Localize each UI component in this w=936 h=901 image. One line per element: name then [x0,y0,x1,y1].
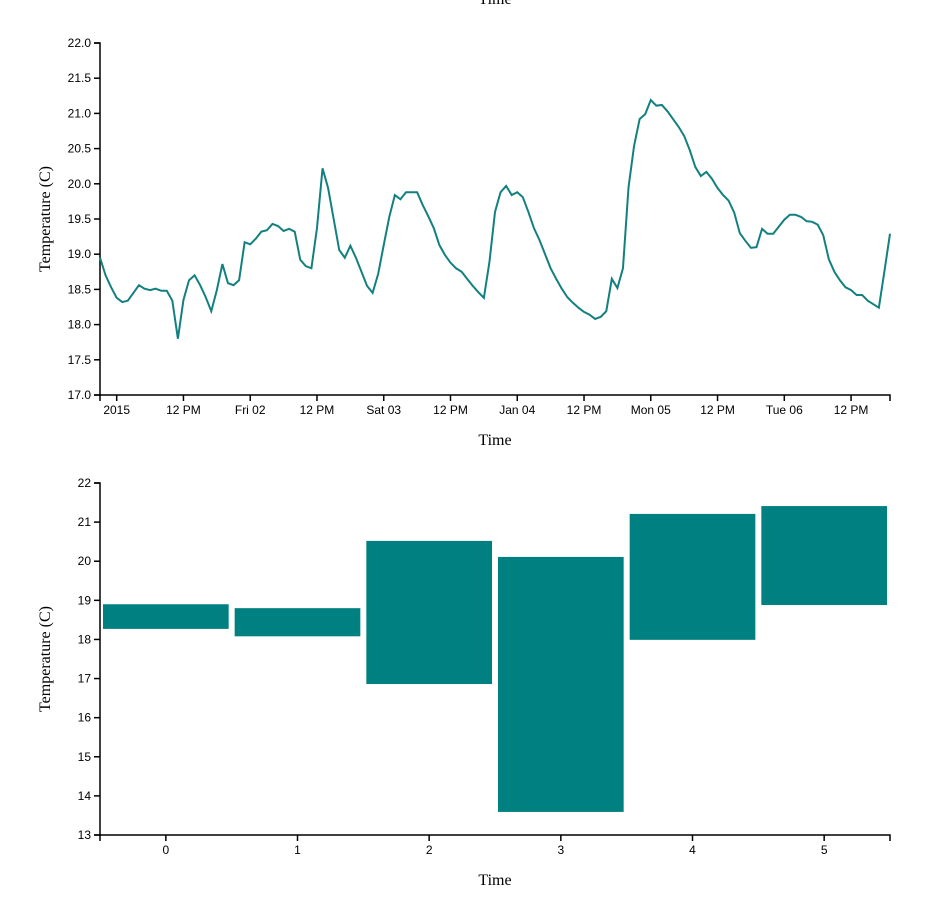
y-tick-label: 14 [78,789,92,803]
range-bar [234,608,361,637]
x-tick-label: 12 PM [567,403,602,417]
x-tick-label: 12 PM [433,403,468,417]
y-tick-label: 17.5 [68,353,92,367]
y-tick-label: 17 [78,672,92,686]
y-tick-label: 13 [78,828,92,842]
x-tick-label: Mon 05 [631,403,671,417]
y-axis-title: Temperature (C) [37,606,54,712]
y-tick-label: 17.0 [68,388,92,402]
range-bar [761,506,887,606]
y-tick-label: 19.0 [68,247,92,261]
y-tick-label: 18.5 [68,282,92,296]
x-axis-title: Time [478,432,511,449]
x-tick-label: 2015 [103,403,130,417]
y-tick-label: 18 [78,632,92,646]
y-tick-label: 22 [78,476,92,490]
y-tick-label: 15 [78,750,92,764]
y-tick-label: 19 [78,593,92,607]
x-tick-label: 2 [426,843,433,857]
range-bar [103,604,229,629]
x-tick-label: 12 PM [300,403,335,417]
y-tick-label: 20 [78,554,92,568]
x-tick-label: 12 PM [700,403,735,417]
range-bar [629,513,756,640]
temperature-line [99,98,891,339]
x-axis [99,834,891,841]
y-axis [94,482,101,836]
x-tick-label: 5 [821,843,828,857]
x-tick-label: Jan 04 [499,403,535,417]
x-tick-label: Fri 02 [235,403,266,417]
x-tick-label: Tue 06 [766,403,803,417]
y-axis-title: Temperature (C) [37,166,54,272]
y-tick-label: 21.0 [68,106,92,120]
x-tick-label: 1 [294,843,301,857]
y-tick-label: 20.0 [68,177,92,191]
x-tick-label: 12 PM [166,403,201,417]
y-tick-label: 18.0 [68,318,92,332]
x-axis-title: Time [478,872,511,889]
y-tick-label: 16 [78,711,92,725]
x-tick-label: 12 PM [834,403,869,417]
y-tick-label: 21 [78,515,92,529]
y-tick-label: 19.5 [68,212,92,226]
y-tick-label: 21.5 [68,71,92,85]
x-tick-label: 0 [162,843,169,857]
x-tick-label: Sat 03 [366,403,401,417]
y-tick-label: 22.0 [68,36,92,50]
range-bar [366,540,492,685]
x-tick-label: 4 [689,843,696,857]
range-bar [498,556,624,812]
clipped-axis-label: Time [478,0,511,8]
y-tick-label: 20.5 [68,142,92,156]
x-axis [99,394,891,401]
x-tick-label: 3 [557,843,564,857]
